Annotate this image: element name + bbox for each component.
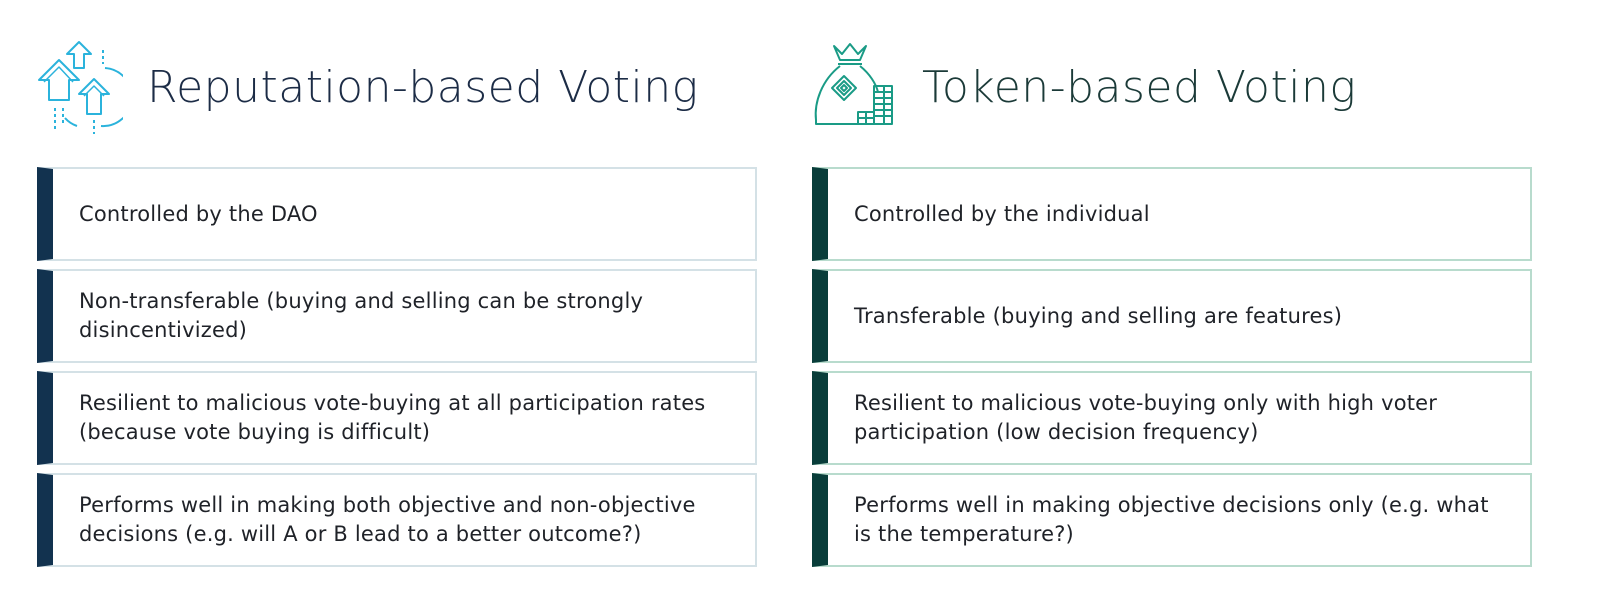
list-item: Resilient to malicious vote-buying only … [812,371,1532,465]
list-item-text: Non-transferable (buying and selling can… [79,289,644,342]
list-item-text: Controlled by the individual [854,201,1150,226]
list-item-text: Resilient to malicious vote-buying at al… [79,391,706,444]
reputation-column: Reputation-based Voting Controlled by th… [37,0,757,612]
token-header: Token-based Voting [812,36,1532,136]
list-item: Controlled by the individual [812,167,1532,261]
list-item-text: Transferable (buying and selling are fea… [854,303,1343,328]
list-item-text: Resilient to malicious vote-buying only … [854,391,1438,444]
list-item: Controlled by the DAO [37,167,757,261]
reputation-title: Reputation-based Voting [147,62,699,113]
list-item-text: Controlled by the DAO [79,201,318,226]
arrows-up-icon [37,38,134,134]
list-item-text: Performs well in making both objective a… [79,493,696,546]
token-title: Token-based Voting [922,62,1357,113]
list-item: Transferable (buying and selling are fea… [812,269,1532,363]
list-item-text: Performs well in making objective decisi… [854,493,1489,546]
money-bag-coins-icon [812,38,898,134]
list-item: Non-transferable (buying and selling can… [37,269,757,363]
reputation-header: Reputation-based Voting [37,36,757,136]
list-item: Resilient to malicious vote-buying at al… [37,371,757,465]
token-column: Token-based Voting Controlled by the ind… [812,0,1532,612]
list-item: Performs well in making objective decisi… [812,473,1532,567]
list-item: Performs well in making both objective a… [37,473,757,567]
